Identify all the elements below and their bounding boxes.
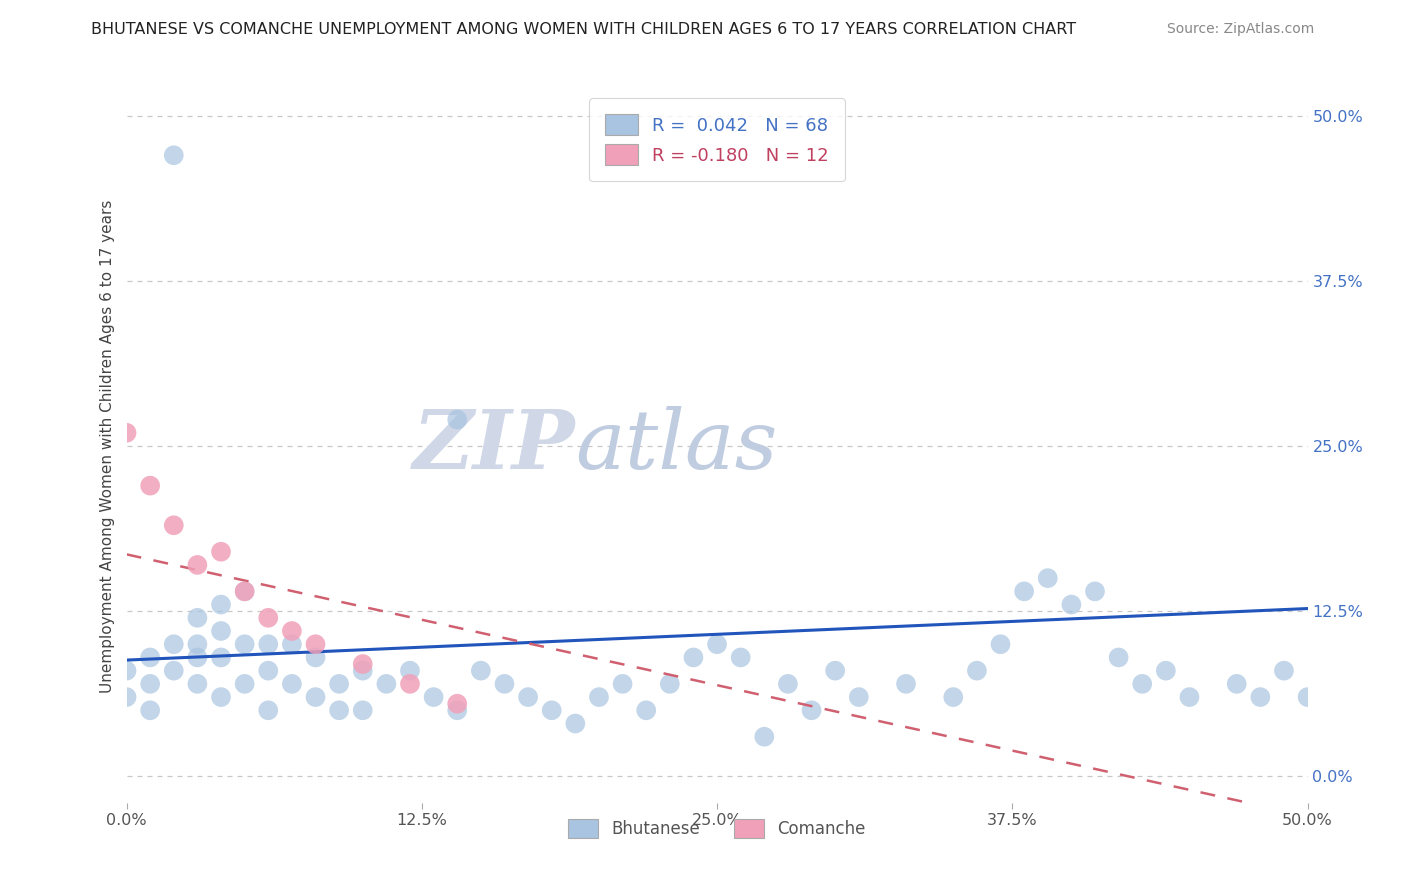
Point: [754, 730, 776, 744]
Point: [990, 637, 1012, 651]
Point: [942, 690, 965, 704]
Point: [1012, 584, 1035, 599]
Point: [257, 664, 280, 678]
Point: [163, 148, 186, 162]
Point: [209, 650, 232, 665]
Point: [115, 664, 138, 678]
Point: [281, 677, 304, 691]
Point: [470, 664, 492, 678]
Point: [281, 637, 304, 651]
Point: [186, 677, 208, 691]
Point: [209, 624, 232, 638]
Point: [352, 664, 374, 678]
Point: [1108, 650, 1130, 665]
Point: [612, 677, 634, 691]
Text: Source: ZipAtlas.com: Source: ZipAtlas.com: [1167, 22, 1315, 37]
Point: [894, 677, 917, 691]
Point: [209, 545, 232, 559]
Point: [446, 697, 468, 711]
Point: [139, 650, 162, 665]
Point: [257, 703, 280, 717]
Point: [139, 703, 162, 717]
Point: [186, 650, 208, 665]
Point: [564, 716, 586, 731]
Point: [163, 637, 186, 651]
Point: [209, 598, 232, 612]
Point: [257, 637, 280, 651]
Point: [328, 677, 350, 691]
Point: [352, 703, 374, 717]
Point: [824, 664, 846, 678]
Point: [1296, 690, 1319, 704]
Point: [1154, 664, 1177, 678]
Text: ZIP: ZIP: [413, 406, 575, 486]
Point: [209, 690, 232, 704]
Point: [1272, 664, 1295, 678]
Point: [115, 425, 138, 440]
Point: [115, 690, 138, 704]
Point: [494, 677, 516, 691]
Point: [776, 677, 799, 691]
Point: [233, 584, 256, 599]
Point: [1036, 571, 1059, 585]
Point: [233, 637, 256, 651]
Point: [588, 690, 610, 704]
Point: [304, 690, 326, 704]
Point: [682, 650, 704, 665]
Point: [966, 664, 988, 678]
Point: [328, 703, 350, 717]
Point: [257, 611, 280, 625]
Point: [304, 637, 326, 651]
Point: [636, 703, 658, 717]
Point: [233, 584, 256, 599]
Point: [139, 677, 162, 691]
Point: [163, 664, 186, 678]
Point: [186, 611, 208, 625]
Point: [848, 690, 870, 704]
Point: [540, 703, 562, 717]
Point: [233, 677, 256, 691]
Point: [1084, 584, 1107, 599]
Point: [730, 650, 752, 665]
Point: [517, 690, 540, 704]
Legend: Bhutanese, Comanche: Bhutanese, Comanche: [562, 812, 872, 845]
Text: atlas: atlas: [575, 406, 778, 486]
Point: [446, 703, 468, 717]
Point: [1249, 690, 1271, 704]
Point: [163, 518, 186, 533]
Point: [706, 637, 728, 651]
Point: [422, 690, 444, 704]
Point: [1178, 690, 1201, 704]
Point: [375, 677, 398, 691]
Point: [304, 650, 326, 665]
Point: [139, 478, 162, 492]
Y-axis label: Unemployment Among Women with Children Ages 6 to 17 years: Unemployment Among Women with Children A…: [100, 199, 115, 693]
Point: [1226, 677, 1249, 691]
Point: [399, 664, 422, 678]
Point: [1130, 677, 1153, 691]
Point: [800, 703, 823, 717]
Point: [399, 677, 422, 691]
Point: [352, 657, 374, 671]
Point: [1060, 598, 1083, 612]
Point: [186, 637, 208, 651]
Point: [186, 558, 208, 572]
Point: [281, 624, 304, 638]
Point: [658, 677, 681, 691]
Point: [446, 412, 468, 426]
Text: BHUTANESE VS COMANCHE UNEMPLOYMENT AMONG WOMEN WITH CHILDREN AGES 6 TO 17 YEARS : BHUTANESE VS COMANCHE UNEMPLOYMENT AMONG…: [91, 22, 1077, 37]
